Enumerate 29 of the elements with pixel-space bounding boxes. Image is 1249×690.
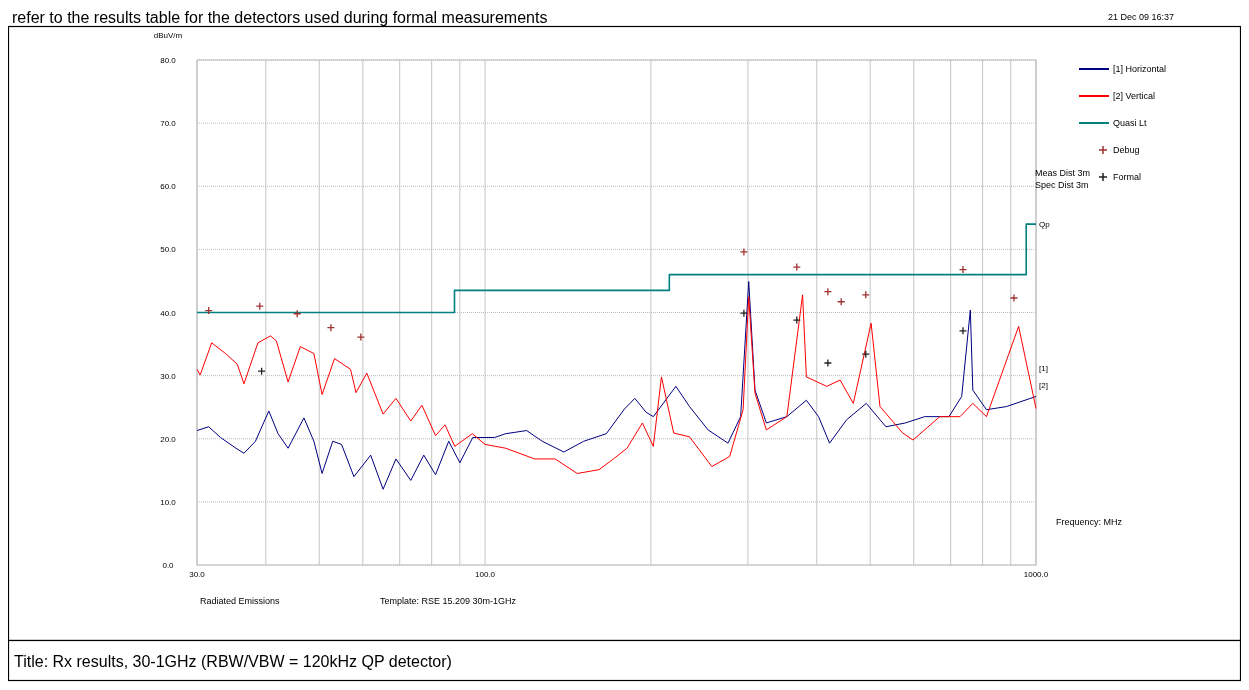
text: [2] bbox=[1039, 381, 1048, 391]
y-tick-label: 80.0 bbox=[160, 56, 177, 65]
y-tick-label: 50.0 bbox=[160, 245, 177, 255]
legend-label: [1] Horizontal bbox=[1113, 64, 1167, 74]
y-tick-label: 60.0 bbox=[160, 182, 177, 192]
y-tick-label: 0.0 bbox=[162, 561, 175, 570]
x-tick-label: 100.0 bbox=[475, 570, 496, 579]
text: [1] bbox=[1039, 364, 1048, 374]
text: Radiated Emissions bbox=[200, 596, 281, 606]
x-tick-label: 30.0 bbox=[189, 570, 206, 579]
x-tick-label: 1000.0 bbox=[1023, 570, 1049, 579]
x-axis-title: Frequency: MHz bbox=[1056, 517, 1123, 527]
legend-label: Quasi Lt bbox=[1113, 118, 1148, 128]
y-tick-label: 30.0 bbox=[160, 371, 177, 381]
y-tick-label: 10.0 bbox=[160, 497, 177, 507]
annotation: Meas Dist 3m bbox=[1035, 168, 1091, 178]
text: refer to the results table for the detectors used during formal measurements bbox=[12, 9, 548, 26]
y-tick-label: 40.0 bbox=[160, 308, 177, 318]
legend-label: Debug bbox=[1113, 145, 1140, 155]
legend-label: Formal bbox=[1113, 172, 1142, 182]
y-axis-title: dBuV/m bbox=[153, 31, 183, 40]
text: Qp bbox=[1039, 220, 1051, 230]
text: 21 Dec 09 16:37 bbox=[1108, 12, 1175, 22]
y-tick-label: 20.0 bbox=[160, 434, 177, 444]
legend-label: [2] Vertical bbox=[1113, 91, 1156, 101]
annotation: Spec Dist 3m bbox=[1035, 180, 1089, 190]
text: Template: RSE 15.209 30m-1GHz bbox=[380, 596, 517, 606]
y-tick-label: 70.0 bbox=[160, 119, 177, 129]
text: Title: Rx results, 30-1GHz (RBW/VBW = 120kHz QP detector) bbox=[14, 653, 452, 670]
